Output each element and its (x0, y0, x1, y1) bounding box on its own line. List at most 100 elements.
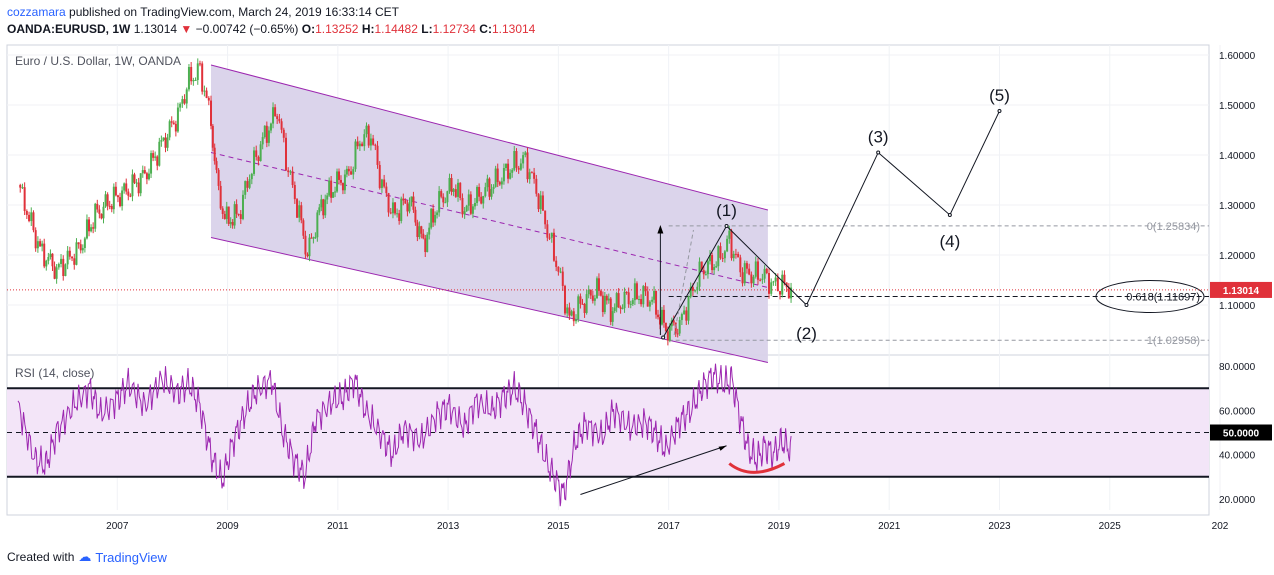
candle-body (30, 212, 33, 222)
candle-body (88, 219, 91, 232)
candle-body (438, 191, 441, 213)
open-value: 1.13252 (315, 22, 359, 36)
candle-body (763, 268, 766, 279)
candle-body (369, 138, 372, 146)
candle-body (642, 286, 645, 305)
candle-body (597, 278, 600, 291)
candle-body (450, 177, 453, 192)
y-tick-label: 1.40000 (1219, 151, 1256, 162)
close-value: 1.13014 (491, 22, 536, 36)
candle-body (380, 179, 383, 188)
candle-body (408, 202, 411, 212)
candle-body (23, 187, 26, 211)
regression-channel (210, 64, 769, 363)
candle-body (478, 186, 481, 197)
candle-body (717, 246, 720, 267)
candle-body (322, 199, 325, 216)
candle-body (259, 144, 262, 161)
candle-body (21, 187, 24, 189)
candle-body (139, 173, 142, 194)
candle-body (680, 314, 683, 321)
candle-body (467, 194, 470, 206)
candle-body (345, 168, 348, 175)
candle-body (235, 204, 238, 214)
candle-body (728, 230, 731, 239)
candle-body (79, 244, 82, 251)
candle-body (461, 198, 464, 215)
wave-pivot (947, 213, 952, 217)
candle-body (625, 291, 628, 293)
low-value: 1.12734 (432, 22, 476, 36)
candle-body (452, 189, 455, 192)
candle-body (646, 291, 649, 307)
candle-body (772, 281, 775, 283)
candle-body (465, 205, 468, 212)
candle-body (420, 226, 423, 234)
candle-body (71, 256, 74, 259)
author-link[interactable]: cozzamara (7, 5, 66, 19)
candle-body (47, 256, 50, 261)
tradingview-logo-icon: ☁ (78, 549, 92, 564)
channel-upper-line (210, 64, 769, 211)
candle-body (519, 163, 522, 170)
candle-body (332, 192, 335, 198)
candle-body (544, 210, 547, 225)
candle-body (694, 290, 697, 292)
candle-body (476, 186, 479, 203)
candle-body (241, 194, 244, 219)
candle-body (326, 195, 329, 200)
candle-body (68, 250, 71, 257)
candle-body (737, 253, 740, 258)
tradingview-brand[interactable]: TradingView (95, 549, 167, 565)
candle-body (66, 250, 69, 265)
down-arrow-icon: ▼ (180, 22, 193, 36)
fib-618-highlight-circle (1095, 280, 1205, 314)
candle-body (416, 222, 419, 238)
x-tick-label: 2023 (988, 521, 1011, 532)
rsi-tick-label: 20.0000 (1219, 495, 1256, 506)
candle-body (759, 279, 762, 281)
rsi-bottom-arc (728, 462, 786, 474)
candle-body (422, 233, 425, 239)
candle-body (358, 143, 361, 147)
divergence-arrow-head (718, 445, 727, 451)
wave-pivot (661, 335, 666, 340)
candle-body (73, 258, 76, 265)
candle-body (621, 308, 624, 310)
candle-body (55, 267, 58, 279)
candle-body (765, 268, 768, 274)
candle-body (502, 168, 505, 182)
candle-body (168, 121, 171, 138)
candle-body (670, 320, 673, 327)
candle-body (127, 191, 130, 196)
candle-body (406, 203, 409, 212)
candle-body (298, 205, 301, 218)
candle-body (125, 183, 128, 192)
candle-body (633, 283, 636, 301)
candle-body (211, 125, 214, 148)
candle-body (651, 299, 654, 302)
candle-body (509, 172, 512, 179)
candle-body (685, 310, 688, 321)
symbol-label[interactable]: OANDA:EURUSD, 1W (7, 22, 131, 36)
candle-body (64, 264, 67, 277)
candle-body (231, 221, 234, 226)
candle-body (90, 227, 93, 232)
wave-label: (4) (939, 232, 960, 251)
candle-body (45, 260, 48, 267)
candle-body (246, 181, 249, 188)
candle-body (770, 282, 773, 294)
wave-guide-line (673, 229, 694, 336)
candle-body (683, 310, 686, 315)
divergence-arrow-line (580, 445, 727, 495)
candle-body (137, 182, 140, 194)
candle-body (217, 169, 220, 186)
candle-body (535, 178, 538, 194)
candle-body (743, 263, 746, 284)
candle-body (623, 291, 626, 309)
candle-body (609, 298, 612, 322)
candle-body (566, 307, 569, 314)
candle-body (141, 170, 144, 174)
candle-body (284, 137, 287, 171)
